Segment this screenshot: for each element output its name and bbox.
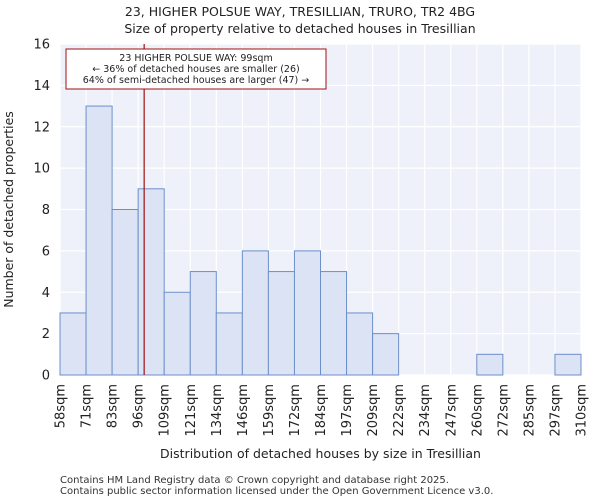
x-tick-label: 109sqm: [158, 384, 173, 437]
bar-58sqm: [59, 312, 87, 376]
x-tick-label: 184sqm: [314, 384, 329, 437]
x-tick-label: 172sqm: [288, 384, 303, 437]
annotation-line-1: 23 HIGHER POLSUE WAY: 99sqm: [119, 53, 272, 64]
x-tick-label: 134sqm: [210, 384, 225, 437]
bar-172sqm: [293, 250, 322, 376]
annotation-box: [65, 48, 327, 90]
x-tick-label: 285sqm: [522, 384, 537, 437]
bar-109sqm: [163, 291, 191, 376]
y-axis-title: Number of detached properties: [1, 111, 16, 308]
x-tick-label: 247sqm: [444, 384, 459, 437]
x-tick-label: 197sqm: [340, 384, 355, 437]
bar-209sqm: [372, 333, 400, 376]
x-tick-label: 121sqm: [184, 384, 199, 437]
x-tick-label: 96sqm: [132, 384, 147, 428]
footer-line-1: Contains HM Land Registry data © Crown c…: [60, 475, 449, 486]
bar-197sqm: [346, 312, 374, 376]
x-tick-label: 297sqm: [548, 384, 563, 437]
chart-title: 23, HIGHER POLSUE WAY, TRESILLIAN, TRURO…: [124, 4, 476, 19]
bar-96sqm: [137, 188, 165, 376]
y-tick-label: 4: [42, 286, 50, 301]
x-axis-title: Distribution of detached houses by size …: [160, 446, 481, 461]
y-tick-label: 2: [42, 327, 50, 342]
y-tick-label: 14: [33, 79, 50, 94]
x-tick-label: 234sqm: [418, 384, 433, 437]
annotation-line-2: ← 36% of detached houses are smaller (26…: [92, 64, 299, 75]
bar-260sqm: [476, 353, 504, 376]
y-tick-label: 0: [42, 369, 50, 384]
y-tick-label: 8: [42, 203, 50, 218]
x-tick-label: 209sqm: [366, 384, 381, 437]
bar-297sqm: [554, 353, 582, 376]
x-tick-label: 260sqm: [470, 384, 485, 437]
x-tick-label: 272sqm: [496, 384, 511, 437]
bar-146sqm: [241, 250, 269, 376]
x-tick-label: 83sqm: [106, 384, 121, 428]
bar-134sqm: [215, 312, 243, 376]
x-tick-label: 222sqm: [392, 384, 407, 437]
bar-184sqm: [320, 271, 348, 376]
x-tick-label: 71sqm: [80, 384, 95, 428]
x-tick-label: 146sqm: [236, 384, 251, 437]
y-tick-label: 10: [33, 162, 50, 177]
x-tick-label: 159sqm: [262, 384, 277, 437]
annotation-line-3: 64% of semi-detached houses are larger (…: [83, 75, 310, 86]
footer-line-2: Contains public sector information licen…: [60, 486, 494, 497]
x-tick-label: 310sqm: [575, 384, 590, 437]
x-tick-label: 58sqm: [54, 384, 69, 428]
y-tick-label: 6: [42, 244, 50, 259]
bar-83sqm: [111, 209, 139, 376]
y-tick-label: 16: [33, 38, 50, 53]
bar-71sqm: [85, 105, 113, 376]
bar-159sqm: [267, 271, 295, 376]
bar-121sqm: [189, 271, 217, 376]
chart-subtitle: Size of property relative to detached ho…: [124, 21, 476, 36]
y-tick-label: 12: [33, 120, 50, 135]
